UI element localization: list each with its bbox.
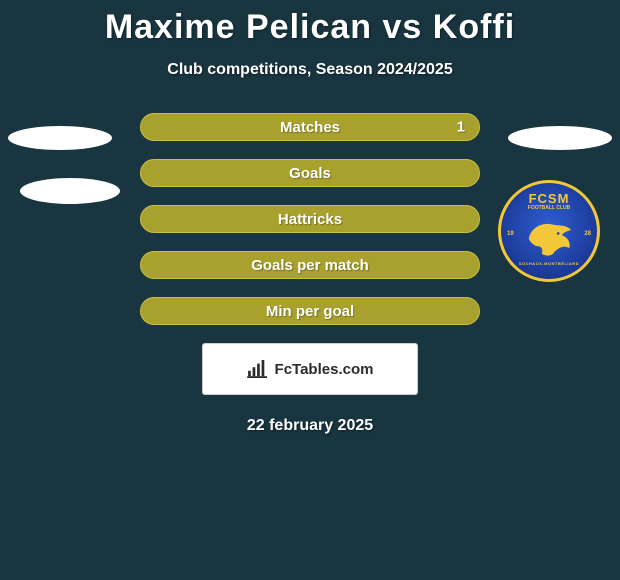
- stat-label: Goals: [289, 165, 331, 182]
- stat-row-min-per-goal: Min per goal: [140, 297, 480, 325]
- stat-row-hattricks: Hattricks: [140, 205, 480, 233]
- date-label: 22 february 2025: [0, 417, 620, 435]
- stat-label: Hattricks: [278, 211, 342, 228]
- club-badge-fcsm: FCSM FOOTBALL CLUB SOCHAUX-MONTBÉLIARD 1…: [498, 180, 600, 282]
- lion-icon: [521, 215, 577, 261]
- stat-row-matches: Matches 1: [140, 113, 480, 141]
- left-player-placeholder-1: [8, 126, 112, 150]
- badge-acronym: FCSM: [529, 191, 570, 206]
- badge-year-left: 19: [507, 231, 514, 237]
- attribution-text: FcTables.com: [275, 361, 374, 378]
- stat-row-goals-per-match: Goals per match: [140, 251, 480, 279]
- bar-chart-icon: [247, 360, 269, 378]
- badge-year-right: 28: [584, 231, 591, 237]
- stat-right-value: 1: [457, 119, 465, 136]
- right-player-placeholder: [508, 126, 612, 150]
- stat-label: Goals per match: [251, 257, 369, 274]
- stat-label: Min per goal: [266, 303, 354, 320]
- left-player-placeholder-2: [20, 178, 120, 204]
- stat-row-goals: Goals: [140, 159, 480, 187]
- badge-subtext: FOOTBALL CLUB: [528, 205, 570, 211]
- subtitle: Club competitions, Season 2024/2025: [0, 61, 620, 79]
- attribution-card: FcTables.com: [202, 343, 418, 395]
- badge-clubname: SOCHAUX-MONTBÉLIARD: [519, 261, 579, 266]
- stat-label: Matches: [280, 119, 340, 136]
- page-title: Maxime Pelican vs Koffi: [0, 0, 620, 47]
